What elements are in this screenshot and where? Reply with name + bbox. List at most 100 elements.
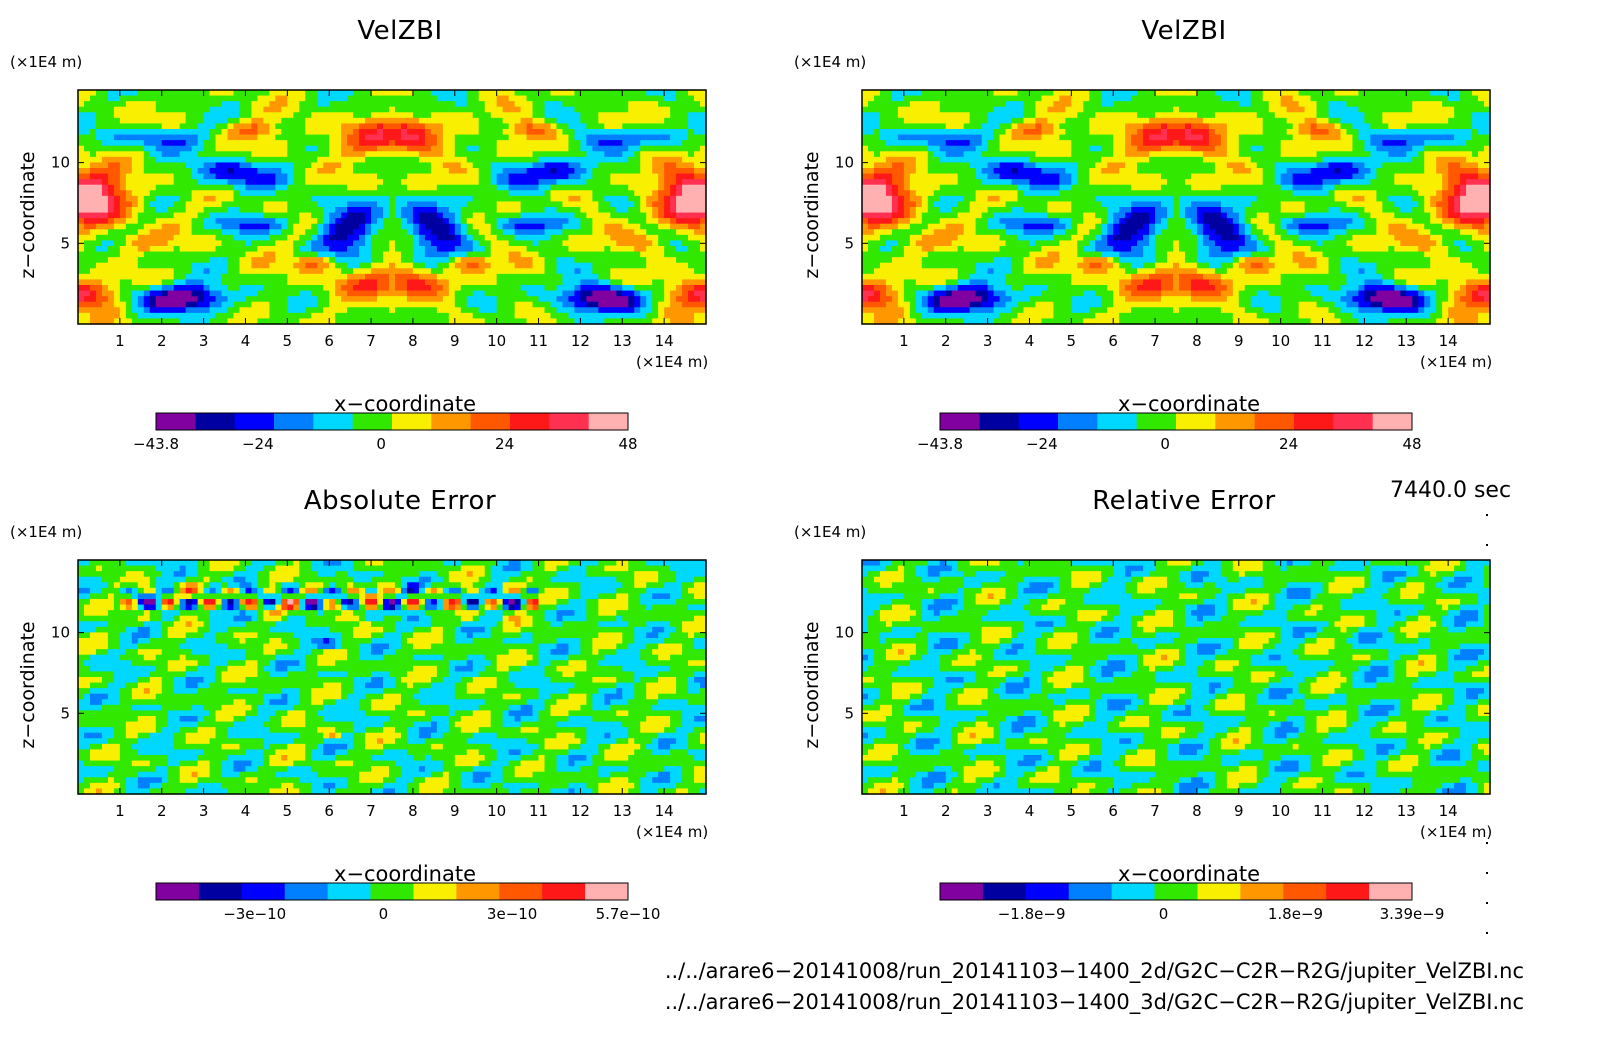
heatmap-cell	[969, 112, 977, 119]
heatmap-cell	[580, 140, 587, 147]
heatmap-cell	[652, 112, 659, 119]
heatmap-cell	[78, 184, 85, 191]
heatmap-cell	[383, 251, 390, 258]
heatmap-cell	[197, 290, 205, 297]
heatmap-cell	[113, 251, 121, 258]
heatmap-cell	[107, 212, 115, 219]
heatmap-cell	[353, 251, 360, 258]
heatmap-cell	[287, 117, 294, 125]
heatmap-cell	[550, 101, 558, 108]
heatmap-cell	[873, 95, 881, 102]
heatmap-cell	[78, 218, 85, 225]
heatmap-cell	[101, 312, 109, 320]
heatmap-cell	[694, 117, 701, 125]
heatmap-cell	[281, 184, 288, 191]
heatmap-cell	[305, 195, 312, 203]
heatmap-cell	[1214, 106, 1222, 113]
heatmap-cell	[1364, 106, 1371, 113]
heatmap-cell	[1424, 101, 1431, 108]
heatmap-cell	[424, 290, 432, 297]
heatmap-cell	[95, 290, 103, 297]
heatmap-cell	[400, 179, 408, 186]
heatmap-cell	[688, 173, 695, 180]
heatmap-cell	[700, 212, 707, 219]
heatmap-cell	[574, 234, 581, 242]
heatmap-cell	[472, 307, 480, 314]
heatmap-cell	[502, 156, 510, 164]
heatmap-cell	[484, 95, 492, 102]
heatmap-cell	[532, 257, 540, 264]
heatmap-cell	[233, 145, 241, 152]
heatmap-cell	[598, 257, 605, 264]
heatmap-cell	[406, 151, 414, 158]
heatmap-cell	[281, 229, 288, 236]
heatmap-cell	[406, 268, 414, 275]
heatmap-cell	[221, 234, 229, 242]
heatmap-cell	[862, 95, 869, 102]
heatmap-cell	[448, 201, 456, 208]
heatmap-cell	[442, 201, 450, 208]
heatmap-cell	[239, 312, 247, 320]
heatmap-cell	[347, 296, 354, 303]
heatmap-cell	[1095, 112, 1102, 119]
heatmap-cell	[556, 95, 564, 102]
heatmap-cell	[377, 129, 384, 136]
heatmap-cell	[538, 168, 546, 175]
heatmap-cell	[347, 140, 354, 147]
heatmap-cell	[251, 262, 259, 269]
heatmap-cell	[155, 307, 163, 314]
heatmap-cell	[78, 246, 85, 253]
heatmap-cell	[616, 290, 623, 297]
heatmap-cell	[125, 251, 133, 258]
heatmap-cell	[1412, 106, 1419, 113]
heatmap-cell	[700, 145, 707, 152]
heatmap-cell	[239, 95, 247, 102]
heatmap-cell	[245, 285, 253, 292]
heatmap-cell	[227, 229, 235, 236]
y-tick-label: 5	[60, 234, 70, 252]
heatmap-cell	[879, 112, 887, 119]
heatmap-cell	[365, 179, 372, 186]
heatmap-cell	[317, 90, 324, 97]
heatmap-cell	[1454, 106, 1461, 113]
heatmap-cell	[287, 234, 294, 242]
heatmap-cell	[394, 95, 402, 102]
heatmap-cell	[95, 123, 103, 130]
heatmap-cell	[520, 229, 528, 236]
heatmap-cell	[604, 296, 611, 303]
heatmap-cell	[538, 285, 546, 292]
heatmap-cell	[538, 162, 546, 169]
heatmap-cell	[323, 201, 330, 208]
heatmap-cell	[149, 262, 157, 269]
heatmap-cell	[311, 195, 318, 203]
heatmap-cell	[239, 173, 247, 180]
heatmap-cell	[197, 240, 205, 247]
heatmap-cell	[622, 145, 629, 152]
heatmap-cell	[604, 246, 611, 253]
heatmap-cell	[263, 251, 270, 258]
heatmap-cell	[610, 112, 617, 119]
heatmap-cell	[78, 201, 85, 208]
heatmap-cell	[119, 112, 127, 119]
heatmap-cell	[191, 246, 199, 253]
heatmap-cell	[191, 207, 199, 214]
heatmap-cell	[131, 218, 139, 225]
heatmap-cell	[664, 95, 671, 102]
heatmap-cell	[335, 190, 342, 197]
heatmap-cell	[1137, 112, 1144, 119]
heatmap-cell	[383, 301, 390, 308]
heatmap-cell	[658, 151, 665, 158]
heatmap-cell	[299, 162, 306, 169]
heatmap-cell	[1238, 95, 1246, 102]
heatmap-cell	[430, 151, 438, 158]
heatmap-cell	[275, 257, 282, 264]
x-tick-label: 6	[324, 332, 334, 350]
heatmap-cell	[412, 296, 420, 303]
heatmap-cell	[95, 279, 103, 286]
heatmap-cell	[347, 195, 354, 203]
heatmap-cell	[185, 201, 193, 208]
heatmap-cell	[197, 129, 205, 136]
heatmap-cell	[520, 168, 528, 175]
heatmap-cell	[323, 168, 330, 175]
heatmap-cell	[305, 279, 312, 286]
